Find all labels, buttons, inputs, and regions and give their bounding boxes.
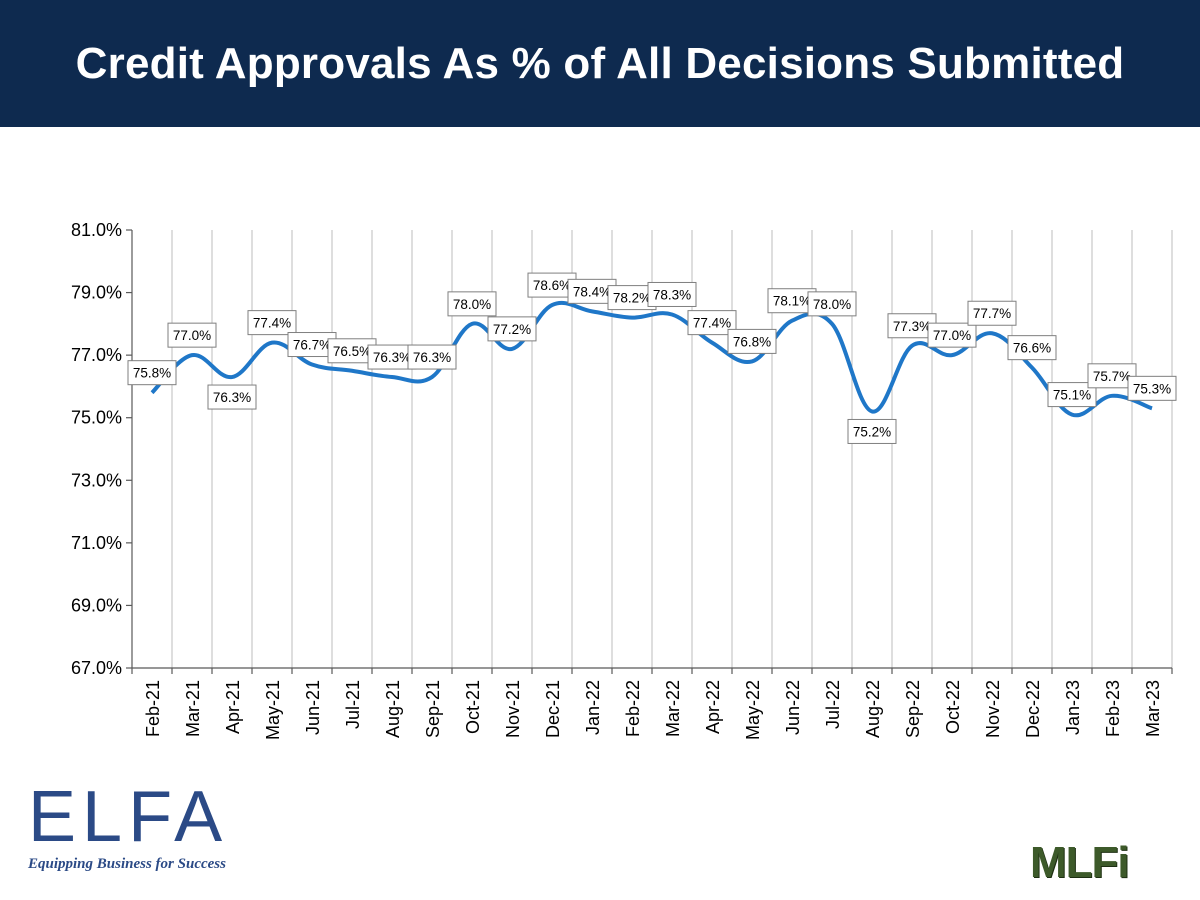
x-tick-label: Feb-21 bbox=[143, 680, 163, 737]
x-tick-label: Feb-22 bbox=[623, 680, 643, 737]
data-label-box bbox=[687, 310, 737, 336]
data-label: 76.3% bbox=[213, 390, 251, 405]
data-label: 78.0% bbox=[813, 297, 851, 312]
data-label: 75.3% bbox=[1133, 381, 1171, 396]
data-label-box bbox=[927, 322, 977, 348]
x-tick-label: May-22 bbox=[743, 680, 763, 740]
data-label-box bbox=[487, 316, 537, 342]
x-tick-label: Jul-22 bbox=[823, 680, 843, 729]
data-label-box bbox=[1007, 335, 1057, 361]
elfa-logo: ELFA Equipping Business for Success bbox=[28, 777, 278, 882]
x-tick-label: Jun-22 bbox=[783, 680, 803, 735]
x-tick-label: Oct-22 bbox=[943, 680, 963, 734]
x-tick-label: Jun-21 bbox=[303, 680, 323, 735]
x-tick-label: Sep-21 bbox=[423, 680, 443, 738]
y-tick-label: 79.0% bbox=[71, 283, 122, 303]
data-label-box bbox=[127, 360, 177, 386]
data-label: 75.2% bbox=[853, 424, 891, 439]
data-label: 76.7% bbox=[293, 338, 331, 353]
data-label-box bbox=[447, 291, 497, 317]
y-tick-label: 81.0% bbox=[71, 220, 122, 240]
x-tick-label: Apr-22 bbox=[703, 680, 723, 734]
data-label: 78.6% bbox=[533, 278, 571, 293]
y-tick-label: 71.0% bbox=[71, 533, 122, 553]
x-tick-label: Jan-23 bbox=[1063, 680, 1083, 735]
y-tick-label: 67.0% bbox=[71, 658, 122, 678]
y-tick-label: 75.0% bbox=[71, 408, 122, 428]
data-label: 76.8% bbox=[733, 334, 771, 349]
y-tick-label: 69.0% bbox=[71, 595, 122, 615]
x-tick-label: Nov-21 bbox=[503, 680, 523, 738]
x-tick-label: May-21 bbox=[263, 680, 283, 740]
data-label: 76.6% bbox=[1013, 341, 1051, 356]
data-label: 77.7% bbox=[973, 306, 1011, 321]
x-tick-label: Oct-21 bbox=[463, 680, 483, 734]
data-label: 77.0% bbox=[933, 328, 971, 343]
page-title: Credit Approvals As % of All Decisions S… bbox=[75, 38, 1125, 88]
data-label: 78.1% bbox=[773, 294, 811, 309]
data-label: 78.4% bbox=[573, 284, 611, 299]
x-tick-label: Feb-23 bbox=[1103, 680, 1123, 737]
data-label-box bbox=[247, 310, 297, 336]
series-line bbox=[150, 300, 1153, 418]
data-label-box bbox=[807, 291, 857, 317]
x-tick-label: Sep-22 bbox=[903, 680, 923, 738]
x-tick-label: Dec-22 bbox=[1023, 680, 1043, 738]
data-label: 77.0% bbox=[173, 328, 211, 343]
x-tick-label: Mar-21 bbox=[183, 680, 203, 737]
data-label-box bbox=[967, 300, 1017, 326]
data-label: 77.4% bbox=[253, 316, 291, 331]
elfa-tagline: Equipping Business for Success bbox=[28, 856, 226, 872]
data-label-box bbox=[727, 328, 777, 354]
x-tick-label: Apr-21 bbox=[223, 680, 243, 734]
y-tick-label: 73.0% bbox=[71, 470, 122, 490]
data-label: 75.1% bbox=[1053, 388, 1091, 403]
data-label: 77.3% bbox=[893, 319, 931, 334]
title-bar: Credit Approvals As % of All Decisions S… bbox=[0, 0, 1200, 127]
x-tick-label: Mar-22 bbox=[663, 680, 683, 737]
x-tick-label: Dec-21 bbox=[543, 680, 563, 738]
data-label: 76.5% bbox=[333, 344, 371, 359]
mlfi-logo: MLFi bbox=[1030, 838, 1130, 887]
data-label: 76.3% bbox=[373, 350, 411, 365]
data-label: 75.7% bbox=[1093, 369, 1131, 384]
x-tick-label: Jul-21 bbox=[343, 680, 363, 729]
x-tick-label: Mar-23 bbox=[1143, 680, 1163, 737]
y-tick-label: 77.0% bbox=[71, 345, 122, 365]
data-label-box bbox=[167, 322, 217, 348]
data-label: 78.3% bbox=[653, 287, 691, 302]
data-label: 78.0% bbox=[453, 297, 491, 312]
data-label: 75.8% bbox=[133, 366, 171, 381]
data-label: 76.3% bbox=[413, 350, 451, 365]
data-label: 77.4% bbox=[693, 316, 731, 331]
data-label-box bbox=[647, 281, 697, 307]
x-tick-label: Nov-22 bbox=[983, 680, 1003, 738]
x-tick-label: Aug-21 bbox=[383, 680, 403, 738]
data-label-box bbox=[847, 418, 897, 444]
data-label: 78.2% bbox=[613, 291, 651, 306]
elfa-logo-wordmark: ELFA bbox=[28, 777, 229, 857]
data-label-box bbox=[207, 384, 257, 410]
x-tick-label: Jan-22 bbox=[583, 680, 603, 735]
data-label-box bbox=[407, 344, 457, 370]
data-label-box bbox=[1127, 375, 1177, 401]
data-label: 77.2% bbox=[493, 322, 531, 337]
data-label-box bbox=[1047, 382, 1097, 408]
data-label-box bbox=[1087, 363, 1137, 389]
x-tick-label: Aug-22 bbox=[863, 680, 883, 738]
